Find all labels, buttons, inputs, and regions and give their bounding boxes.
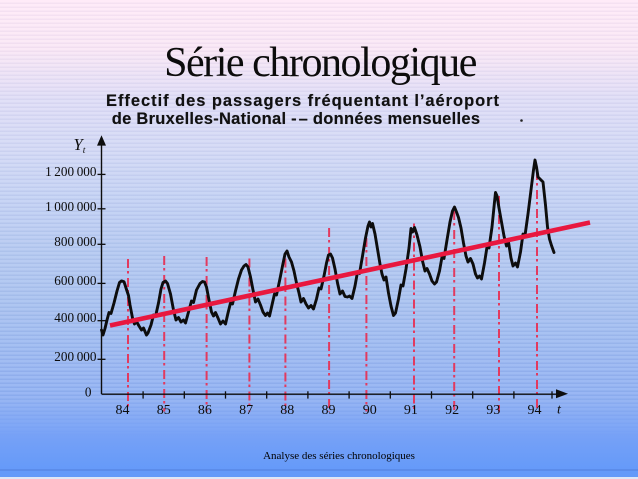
- svg-text:86: 86: [198, 403, 212, 418]
- svg-text:600 000: 600 000: [54, 273, 97, 288]
- svg-text:90: 90: [363, 403, 377, 418]
- svg-text:200 000: 200 000: [54, 349, 97, 364]
- svg-text:84: 84: [116, 403, 130, 418]
- svg-text:400 000: 400 000: [54, 310, 97, 325]
- svg-text:1 200 000: 1 200 000: [45, 164, 97, 179]
- svg-text:91: 91: [404, 403, 418, 418]
- svg-text:92: 92: [445, 403, 459, 418]
- svg-text:87: 87: [239, 403, 253, 418]
- svg-text:t: t: [557, 403, 562, 418]
- svg-text:Yt: Yt: [74, 135, 86, 156]
- svg-text:94: 94: [528, 403, 542, 418]
- svg-text:85: 85: [157, 403, 171, 418]
- svg-text:1 000 000: 1 000 000: [45, 199, 97, 214]
- svg-text:89: 89: [322, 403, 336, 418]
- svg-text:800 000: 800 000: [54, 234, 97, 249]
- svg-text:88: 88: [280, 403, 294, 418]
- svg-text:93: 93: [486, 403, 500, 418]
- svg-text:0: 0: [85, 384, 92, 399]
